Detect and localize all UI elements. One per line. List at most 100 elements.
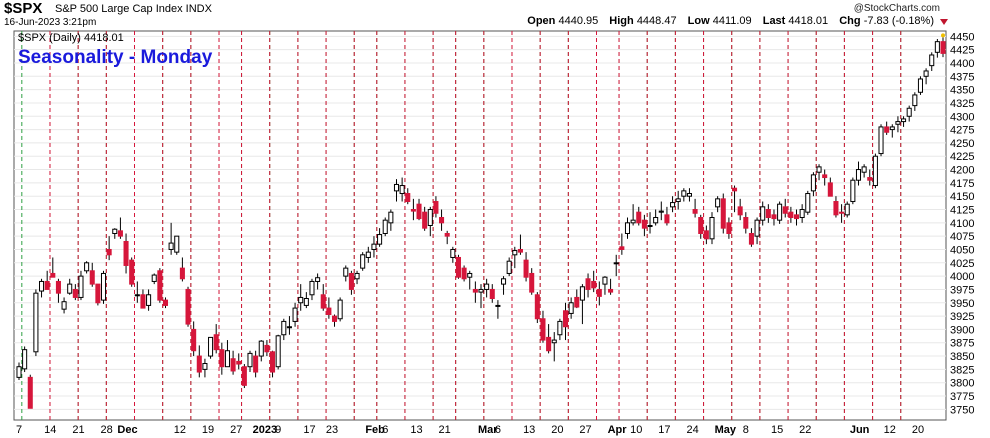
x-tick-label: 19 [202,424,214,436]
candle-body [686,193,692,197]
x-tick-label: 6 [382,424,388,436]
candle-body [219,349,225,368]
candle-body [726,222,732,234]
candle-body [670,202,676,208]
last-value: 4418.01 [788,15,829,27]
candle [709,212,715,245]
candle [827,177,833,197]
candle-body [895,121,901,125]
candle [405,188,411,205]
candle [861,164,867,178]
candle [157,268,163,303]
candle [551,332,557,362]
candle-body [805,193,811,213]
y-tick-label: 3925 [950,311,974,323]
candle [737,198,743,221]
candle [484,278,490,298]
candle-body [331,315,338,322]
candle [422,206,428,231]
candle [929,52,935,71]
candle-body [365,251,371,258]
x-tick-label: 27 [230,424,242,436]
candle [241,364,247,389]
y-tick-label: 4100 [950,218,974,230]
candle-body [78,275,84,298]
y-tick-label: 4300 [950,111,974,123]
candle-body [320,294,326,309]
candle [44,270,50,290]
x-tick-label: 27 [579,424,591,436]
candle-body [157,270,163,301]
candle-body [208,336,214,357]
candle-body [151,274,157,282]
candle [196,345,202,378]
candle-body [337,299,343,320]
candle-body [112,228,118,234]
candle [596,281,602,306]
x-tick-label: 7 [16,424,22,436]
candle [585,273,591,298]
candle-body [562,310,569,328]
y-tick-label: 4425 [950,45,974,57]
candle-body [912,94,918,107]
candle [393,179,400,202]
candle [867,169,873,186]
candle [557,318,563,341]
candle [901,116,907,127]
candle [720,193,726,234]
candle [822,169,828,186]
candle [602,276,608,295]
candle [788,206,794,223]
candle-body [224,350,230,368]
candle-body [444,232,450,237]
candle-body [596,288,602,297]
candle-body [760,206,766,221]
candle-body [574,296,580,308]
candle-body [72,288,78,298]
candle [534,292,540,324]
candle [675,190,681,210]
candle [33,289,39,357]
candle-body [230,358,236,372]
candle [748,228,754,247]
candle [501,276,507,295]
candle-body [546,336,552,352]
candle-body [917,78,923,93]
candle-body [484,283,490,290]
x-tick-label: 20 [912,424,924,436]
candle-body [22,349,28,370]
y-tick-label: 3875 [950,338,974,350]
candle-body [140,294,146,309]
x-tick-label: Jun [850,424,870,436]
candle [765,204,771,223]
candle-body [793,214,800,220]
candle-body [822,174,828,179]
candle-body [940,41,946,54]
candle [213,324,219,354]
candle-body [292,307,298,322]
timestamp: 16-Jun-2023 3:21pm [4,17,97,28]
candle [433,196,439,218]
candle-body [624,222,631,234]
candle-body [765,209,771,219]
candle-body [737,206,743,216]
candle-body [715,198,721,208]
candle-body [884,126,890,133]
candle-body [185,288,191,325]
candle [844,201,850,218]
y-tick-label: 4375 [950,71,974,83]
candle [917,76,923,95]
candle-body [399,185,405,195]
candle-body [422,211,428,229]
candle-body [410,209,416,212]
candle-body [534,294,540,320]
candle [619,233,625,255]
candle [191,321,197,357]
y-tick-label: 4325 [950,98,974,110]
x-tick-label: 14 [44,424,56,436]
candle-body [889,126,895,131]
candle-body [298,296,304,304]
candle-body [44,280,50,290]
candle-body [788,211,794,219]
candle-body [608,288,614,293]
